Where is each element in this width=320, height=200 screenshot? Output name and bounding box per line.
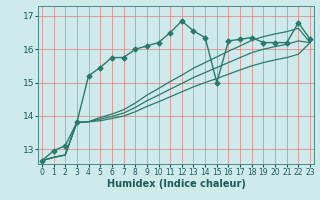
X-axis label: Humidex (Indice chaleur): Humidex (Indice chaleur) (107, 179, 245, 189)
